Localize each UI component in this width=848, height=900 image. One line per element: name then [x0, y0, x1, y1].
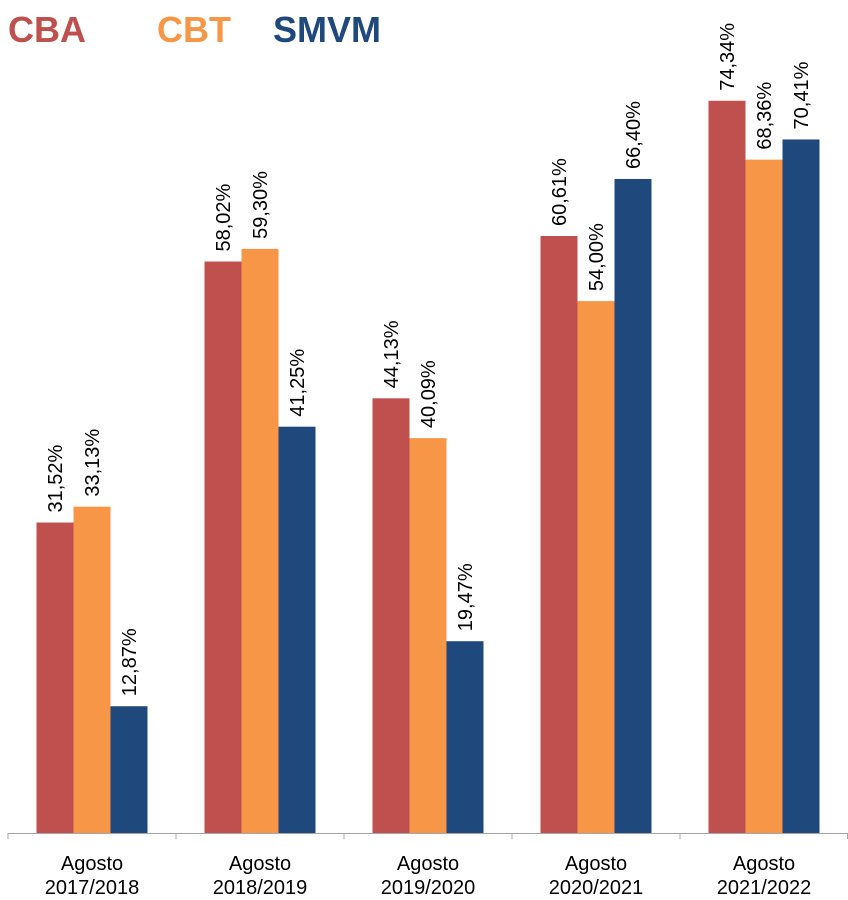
data-label-smvm-4: 66,40% [623, 101, 645, 169]
data-label-cba-2: 58,02% [213, 183, 235, 251]
x-tick-label-2: Agosto [229, 853, 291, 875]
bar-smvm-5 [782, 139, 820, 834]
x-tick-label-3: Agosto [397, 853, 459, 875]
data-label-smvm-2: 41,25% [287, 349, 309, 417]
legend: CBA CBT SMVM [8, 9, 381, 50]
x-axis-ticks [7, 833, 848, 839]
bar-cba-2 [204, 261, 242, 833]
data-label-cbt-1: 33,13% [82, 429, 104, 497]
x-tick-label-5: 2021/2022 [717, 877, 812, 899]
x-tick-label-1: 2017/2018 [45, 877, 140, 899]
bar-labels: 31,52% 33,13% 12,87% 58,02% 59,30% 41,25% 44,1… [45, 23, 813, 697]
bar-cbt-3 [409, 438, 447, 833]
data-label-smvm-5: 70,41% [791, 61, 813, 129]
legend-item-cbt: CBT [157, 9, 231, 50]
bar-smvm-2 [278, 426, 316, 833]
bar-cba-5 [708, 100, 746, 834]
bars [36, 100, 820, 834]
x-axis-tick-labels: Agosto2017/2018Agosto2018/2019Agosto2019… [45, 853, 812, 899]
bar-cba-1 [36, 522, 74, 833]
x-tick-label-4: 2020/2021 [549, 877, 644, 899]
data-label-smvm-3: 19,47% [455, 563, 477, 631]
data-label-cbt-5: 68,36% [754, 82, 776, 150]
x-tick-label-3: 2019/2020 [381, 877, 476, 899]
data-label-cba-3: 44,13% [381, 320, 403, 388]
bar-cba-3 [372, 398, 410, 833]
x-tick-label-4: Agosto [565, 853, 627, 875]
bar-cbt-2 [241, 248, 279, 833]
data-label-cba-4: 60,61% [549, 158, 571, 226]
legend-item-cba: CBA [8, 9, 86, 50]
bar-cbt-1 [73, 506, 111, 833]
data-label-cbt-3: 40,09% [418, 360, 440, 428]
x-tick-label-1: Agosto [61, 853, 123, 875]
bar-smvm-1 [110, 706, 148, 833]
data-label-cbt-4: 54,00% [586, 223, 608, 291]
x-tick-label-5: Agosto [733, 853, 795, 875]
data-label-cbt-2: 59,30% [250, 171, 272, 239]
data-label-smvm-1: 12,87% [119, 628, 141, 696]
x-tick-label-2: 2018/2019 [213, 877, 308, 899]
data-label-cba-1: 31,52% [45, 444, 67, 512]
bar-smvm-3 [446, 641, 484, 833]
bar-cbt-5 [745, 159, 783, 834]
data-label-cba-5: 74,34% [717, 23, 739, 91]
bar-cbt-4 [577, 301, 615, 834]
legend-item-smvm: SMVM [273, 9, 381, 50]
bar-cba-4 [540, 235, 578, 833]
bar-smvm-4 [614, 178, 652, 833]
